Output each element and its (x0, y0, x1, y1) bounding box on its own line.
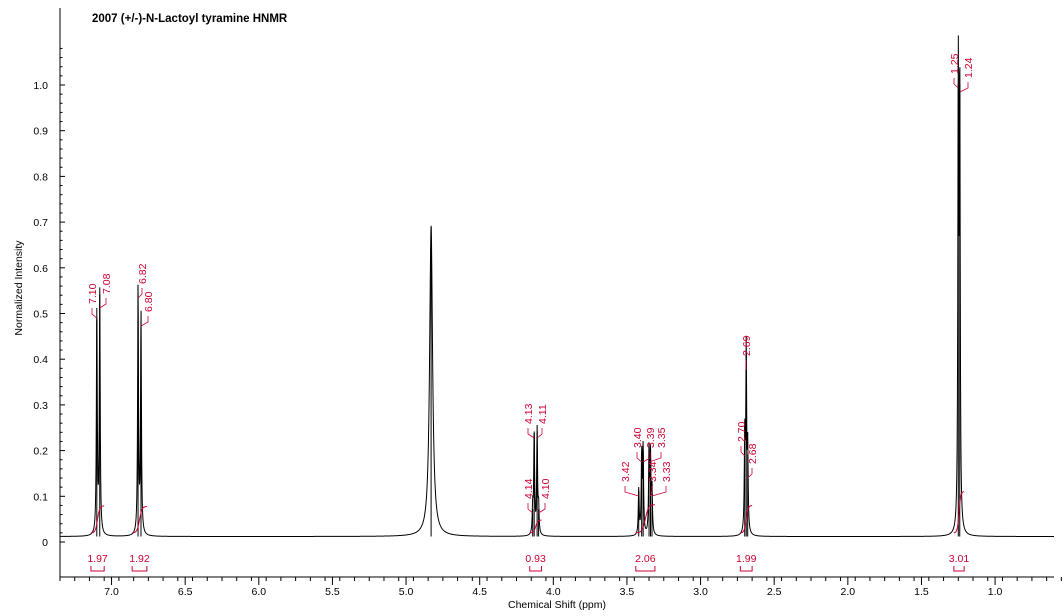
y-tick-label: 0.9 (33, 126, 48, 138)
peak-leader (527, 428, 535, 439)
peak-leader (740, 446, 746, 457)
integral-value: 2.06 (635, 553, 656, 565)
integral-bracket (131, 566, 148, 572)
y-tick-label: 0.8 (33, 171, 48, 183)
y-tick-label: 0.3 (33, 400, 48, 412)
x-tick-label: 1.0 (988, 586, 1003, 598)
peak-label-3-33: 3.33 (661, 461, 673, 482)
peak-label-1-25: 1.25 (949, 53, 961, 74)
x-tick-label: 3.0 (693, 586, 708, 598)
peak-leader (648, 452, 662, 463)
integral-bracket (529, 566, 543, 572)
y-tick-label: 1.0 (33, 80, 48, 92)
x-tick-label: 1.5 (914, 586, 929, 598)
peak-leader (624, 486, 639, 497)
axes: 0 0.1 0.2 0.3 0.4 0.5 0.6 0.7 0.8 0.9 1.0 7.0 6.5 6.0… (33, 8, 1062, 598)
peak-leader (642, 452, 651, 463)
integral-curve (953, 491, 965, 534)
integral-bracket (739, 566, 753, 572)
integral-value: 1.97 (87, 553, 108, 565)
peak-leader (99, 298, 107, 309)
peak-label-6-80: 6.80 (143, 291, 155, 312)
integral-value: 1.92 (129, 553, 150, 565)
peak-label-4-11: 4.11 (537, 404, 549, 424)
integrals: 1.97 1.92 0.93 2.06 1.99 3.01 (87, 491, 970, 572)
peak-label-3-39: 3.39 (645, 427, 657, 448)
peak-leader (137, 288, 143, 299)
y-tick-label: 0.5 (33, 309, 48, 321)
peak-label-4-13: 4.13 (523, 403, 535, 424)
spectrum-trace (60, 35, 1054, 537)
peak-leader (527, 503, 533, 514)
integral-value: 0.93 (525, 553, 546, 565)
x-tick-label: 7.0 (104, 586, 119, 598)
x-tick-label: 4.0 (546, 586, 561, 598)
integral-bracket (90, 566, 105, 572)
integral-curve (90, 505, 105, 534)
peak-label-3-42: 3.42 (620, 461, 632, 482)
peak-label-4-14: 4.14 (523, 478, 535, 499)
y-tick-label: 0 (42, 537, 48, 549)
x-tick-label: 2.5 (767, 586, 782, 598)
peak-leader (538, 503, 546, 514)
peak-leader (636, 452, 642, 463)
peak-leader (650, 486, 653, 497)
peak-label-1-24: 1.24 (963, 57, 975, 78)
x-tick-label: 6.5 (178, 586, 193, 598)
integral-value: 1.99 (736, 553, 757, 565)
y-tick-label: 0.4 (33, 354, 48, 366)
peak-label-2-68: 2.68 (747, 443, 759, 464)
peak-leader (953, 78, 959, 89)
peak-leader (536, 428, 543, 439)
x-tick-label: 6.0 (251, 586, 266, 598)
x-tick-label: 5.0 (399, 586, 414, 598)
peak-label-3-35: 3.35 (656, 427, 668, 448)
y-tick-label: 0.1 (33, 491, 48, 503)
peak-label-7-10: 7.10 (87, 283, 99, 304)
peak-label-3-40: 3.40 (632, 427, 644, 448)
x-tick-label: 5.5 (325, 586, 340, 598)
integral-value: 3.01 (949, 553, 970, 565)
x-tick-label: 2.0 (841, 586, 856, 598)
integral-curve (635, 504, 655, 534)
integral-bracket (953, 566, 965, 572)
peak-leader (651, 486, 667, 497)
peak-annotations: 7.10 7.08 6.82 6.80 4.13 4.11 4.14 4.10 3.42 3.40… (87, 53, 975, 514)
peak-leader (747, 468, 753, 479)
x-tick-label: 4.5 (472, 586, 487, 598)
peak-label-4-10: 4.10 (540, 478, 552, 499)
peak-label-3-34: 3.34 (647, 461, 659, 482)
integral-curve (132, 506, 147, 534)
y-axis-label: Normalized Intensity (13, 240, 25, 336)
peak-leader (91, 308, 98, 319)
peak-label-6-82: 6.82 (137, 263, 149, 284)
integral-curve (529, 519, 542, 534)
y-tick-label: 0.6 (33, 263, 48, 275)
x-tick-label: 3.5 (620, 586, 635, 598)
peak-leader (959, 82, 969, 93)
peak-label-2-70: 2.70 (736, 421, 748, 442)
peak-label-2-69: 2.69 (741, 335, 753, 356)
chart-title: 2007 (+/-)-N-Lactoyl tyramine HNMR (92, 13, 288, 25)
y-tick-label: 0.7 (33, 217, 48, 229)
integral-bracket (635, 566, 656, 572)
spectrum (60, 35, 1054, 537)
peak-label-7-08: 7.08 (101, 273, 113, 294)
peak-leader (140, 316, 149, 327)
integral-curve (740, 505, 753, 534)
x-axis-label: Chemical Shift (ppm) (508, 599, 606, 611)
y-tick-label: 0.2 (33, 446, 48, 458)
